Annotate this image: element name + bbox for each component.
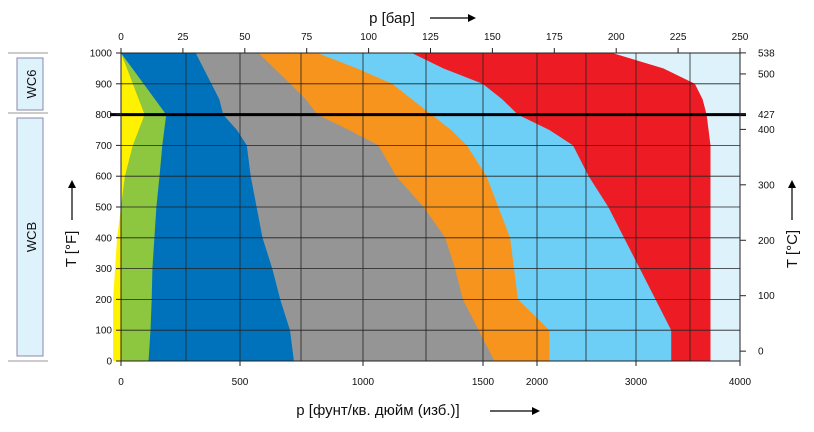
y-tick-label-left-7: 700 xyxy=(95,141,112,152)
x-tick-label-top-5: 125 xyxy=(422,32,439,43)
x-tick-label-bottom-0: 0 xyxy=(118,377,124,388)
y-tick-label-left-0: 0 xyxy=(106,357,112,368)
x-tick-label-bottom-6: 4000 xyxy=(729,377,752,388)
y-tick-label-left-5: 500 xyxy=(95,203,112,214)
y-ticks-left: 0 100 200 300 400 500 600 700 800 900 1000 xyxy=(90,49,121,368)
y-tick-label-right-4: 400 xyxy=(758,125,775,136)
x-tick-label-top-1: 25 xyxy=(177,32,189,43)
x-tick-label-top-7: 175 xyxy=(546,32,563,43)
y-tick-label-left-1: 100 xyxy=(95,326,112,337)
wcb-bar xyxy=(16,117,44,357)
y-axis-title-left: T [°F] xyxy=(63,231,80,268)
y-ticks-right: 0 100 200 300 400 427 500 538 xyxy=(740,48,775,358)
y-tick-label-left-6: 600 xyxy=(95,172,112,183)
y-tick-label-right-0: 0 xyxy=(758,347,764,358)
y-tick-label-right-5: 427 xyxy=(758,110,775,121)
x-tick-label-top-2: 50 xyxy=(239,32,251,43)
x-axis-title-top: p [бар] xyxy=(369,10,415,27)
x-ticks-bottom: 0 500 1000 1500 2000 3000 4000 xyxy=(118,361,752,388)
x-tick-label-top-10: 250 xyxy=(732,32,749,43)
y-tick-label-right-3: 300 xyxy=(758,180,775,191)
x-tick-label-bottom-2: 1000 xyxy=(352,377,375,388)
x-tick-label-bottom-1: 500 xyxy=(232,377,249,388)
y-tick-label-right-6: 500 xyxy=(758,69,775,80)
top-arrow-icon xyxy=(430,14,476,22)
y-tick-label-left-4: 400 xyxy=(95,233,112,244)
y-tick-label-left-3: 300 xyxy=(95,264,112,275)
bottom-arrow-icon xyxy=(490,407,540,415)
wc6-label: WC6 xyxy=(24,70,39,99)
x-axis-title-bottom: p [фунт/кв. дюйм (изб.)] xyxy=(296,402,459,419)
x-tick-label-bottom-4: 2000 xyxy=(526,377,549,388)
x-tick-label-bottom-3: 1500 xyxy=(472,377,495,388)
y-tick-label-left-10: 1000 xyxy=(90,49,113,60)
x-tick-label-top-4: 100 xyxy=(360,32,377,43)
left-arrow-icon xyxy=(68,180,76,220)
wcb-label: WCB xyxy=(24,222,39,252)
y-tick-label-left-9: 900 xyxy=(95,79,112,90)
right-arrow-icon xyxy=(788,180,796,220)
y-tick-label-left-8: 800 xyxy=(95,110,112,121)
y-axis-title-right: T [°C] xyxy=(784,230,801,268)
x-tick-label-top-8: 200 xyxy=(608,32,625,43)
x-ticks-top: 0 25 50 75 100 125 150 175 200 225 250 xyxy=(118,32,749,53)
y-tick-label-right-1: 100 xyxy=(758,291,775,302)
material-bars: WC6 WCB xyxy=(8,52,48,362)
x-tick-label-top-6: 150 xyxy=(484,32,501,43)
x-tick-label-top-9: 225 xyxy=(670,32,687,43)
y-tick-label-left-2: 200 xyxy=(95,295,112,306)
wc6-bar xyxy=(16,57,44,111)
y-tick-label-right-2: 200 xyxy=(758,236,775,247)
y-tick-label-right-7: 538 xyxy=(758,48,775,59)
x-tick-label-top-3: 75 xyxy=(301,32,313,43)
x-tick-label-bottom-5: 3000 xyxy=(625,377,648,388)
x-tick-label-top-0: 0 xyxy=(118,32,124,43)
